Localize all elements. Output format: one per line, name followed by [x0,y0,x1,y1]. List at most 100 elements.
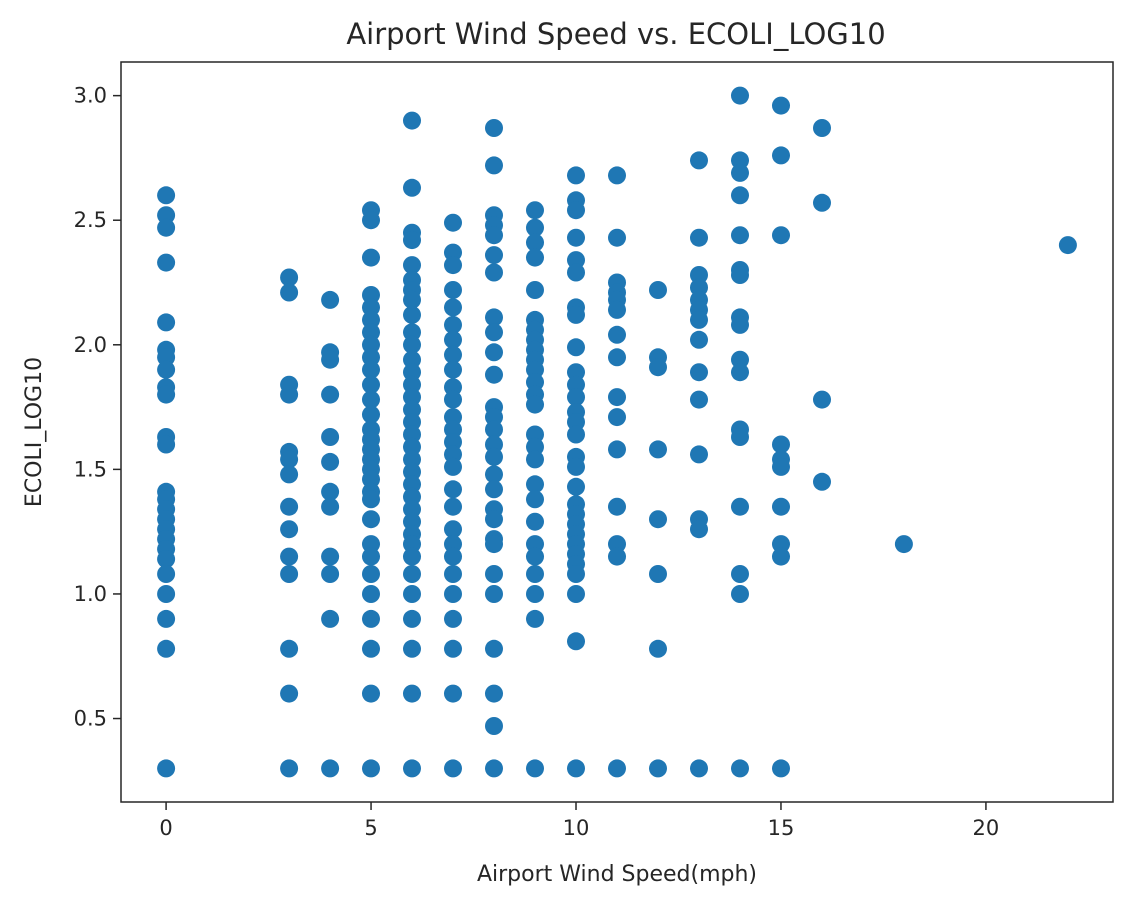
data-point [608,348,626,367]
data-point [362,490,380,509]
data-point [444,609,462,628]
data-point [362,639,380,658]
data-point [362,335,380,354]
data-point [362,609,380,628]
data-point [444,345,462,364]
data-point [444,759,462,778]
data-point [444,520,462,539]
data-point [731,350,749,369]
data-point [157,206,176,225]
data-point [280,639,299,658]
data-point [731,585,749,603]
data-point [485,343,503,362]
data-point [280,520,299,539]
data-point [813,390,831,409]
data-point [403,487,421,506]
data-point [690,151,708,170]
data-point [280,283,299,302]
data-point [526,512,544,531]
data-point [403,231,421,250]
data-point [813,472,831,491]
data-point [403,178,421,197]
data-point [444,420,462,439]
data-point [608,388,626,407]
data-point [444,281,462,299]
data-point [526,201,544,220]
data-point [157,759,176,778]
data-point [567,388,585,407]
data-point [321,350,340,369]
data-point [690,363,708,382]
data-point [649,639,667,658]
data-point [157,565,176,583]
data-point [280,268,299,287]
data-point [690,330,708,349]
data-point [403,256,421,275]
data-point [321,452,340,471]
data-point [485,535,503,554]
data-point [526,360,544,379]
data-point [403,323,421,342]
data-point [157,348,176,367]
x-tick-label: 20 [973,816,1000,840]
data-point [567,338,585,357]
data-point [157,639,176,658]
data-point [485,447,503,466]
data-point [403,450,421,469]
data-point [772,759,790,778]
data-point [731,151,749,170]
data-point [813,193,831,212]
data-point [731,86,749,105]
data-point [362,298,380,317]
y-axis-label: ECOLI_LOG10 [22,357,47,507]
data-point [403,609,421,628]
data-point [690,228,708,247]
data-point [403,639,421,658]
x-tick-label: 0 [159,816,172,840]
data-point [444,565,462,583]
data-point [362,510,380,529]
data-point [485,565,503,583]
data-point [362,211,380,230]
data-point [403,684,421,703]
data-point [157,609,176,628]
data-point [608,497,626,516]
data-point [485,639,503,658]
plot-frame [120,61,1114,803]
data-point [690,310,708,329]
data-point [772,547,790,566]
data-point [649,759,667,778]
data-point [608,325,626,344]
data-point [567,585,585,603]
data-point [485,717,503,735]
data-point [157,585,176,603]
data-point [362,585,380,603]
data-point [280,497,299,516]
data-point [157,218,176,237]
data-point [731,315,749,334]
data-point [403,400,421,419]
data-point [403,388,421,407]
data-point [485,510,503,529]
data-point [444,408,462,427]
data-point [403,512,421,531]
data-point [485,420,503,439]
data-point [362,360,380,379]
data-point [403,437,421,456]
data-point [362,759,380,778]
data-point [731,163,749,182]
data-point [444,378,462,397]
data-point [321,428,340,446]
data-point [526,547,544,566]
data-point [567,201,585,220]
data-point [362,248,380,267]
data-point [157,550,176,569]
data-point [280,465,299,484]
data-point [403,335,421,354]
y-tick-label: 2.0 [74,333,107,357]
data-point [444,684,462,703]
data-point [731,428,749,446]
data-point [403,500,421,519]
data-point [321,565,340,583]
